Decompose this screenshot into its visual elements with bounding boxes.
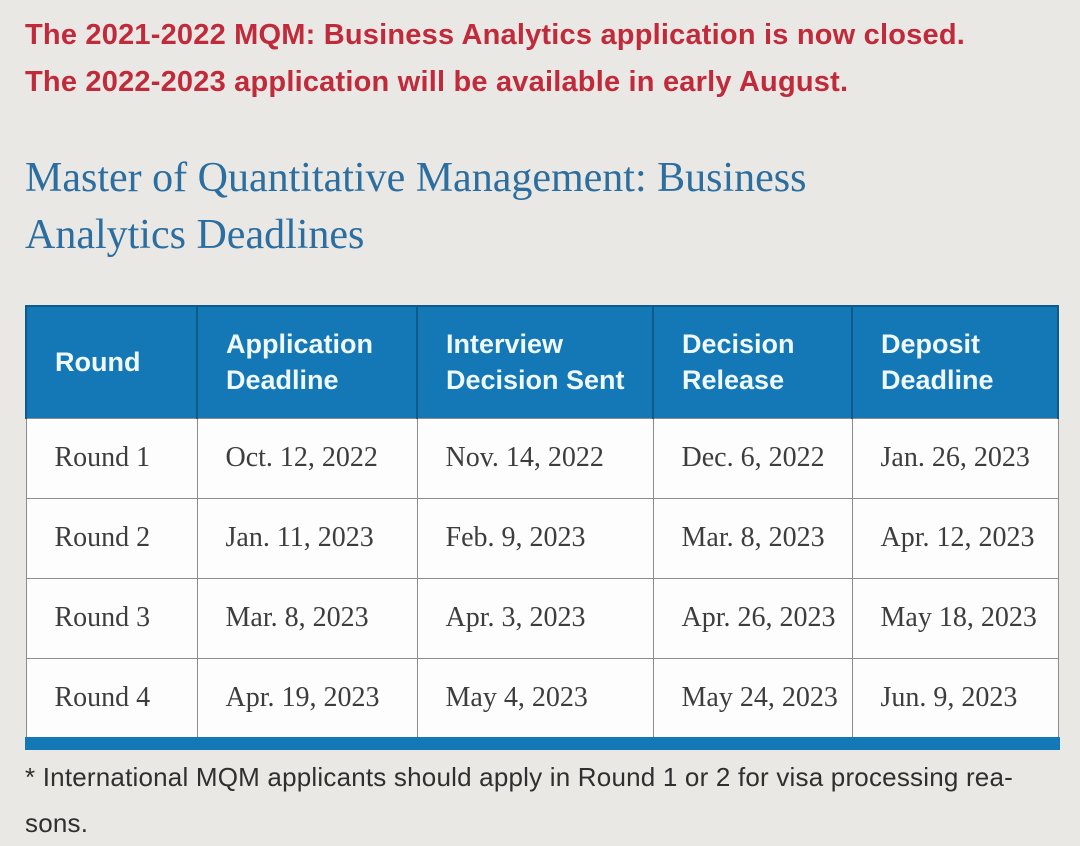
round-1-application-deadline: Oct. 12, 2022 [196,417,418,499]
column-header-interview-decision-sent: Interview Decision Sent [416,305,654,418]
round-2-decision-release: Mar. 8, 2023 [652,497,853,579]
round-2-interview-decision-sent: Feb. 9, 2023 [416,497,654,579]
round-2-deposit-deadline: Apr. 12, 2023 [851,497,1059,579]
round-2-application-deadline: Jan. 11, 2023 [196,497,418,579]
column-header-round: Round [25,305,198,418]
round-1-decision-release: Dec. 6, 2022 [652,417,853,499]
table-bottom-accent-bar [25,737,1060,750]
table-row-round-3: Round 3 Mar. 8, 2023 Apr. 3, 2023 Apr. 2… [25,577,1059,659]
page-title-line-1: Master of Quantitative Management: Busin… [25,155,807,201]
round-4-application-deadline: Apr. 19, 2023 [196,657,418,739]
column-header-decision-release: Decision Release [652,305,853,418]
round-3-interview-decision-sent: Apr. 3, 2023 [416,577,654,659]
banner-line-1: The 2021-2022 MQM: Business Analytics ap… [25,19,966,51]
visa-footnote: * International MQM applicants should ap… [25,754,1075,846]
table-row-round-1: Round 1 Oct. 12, 2022 Nov. 14, 2022 Dec.… [25,417,1059,499]
table-row-round-2: Round 2 Jan. 11, 2023 Feb. 9, 2023 Mar. … [25,497,1059,579]
round-3-label: Round 3 [25,577,198,659]
deadlines-table: Round Application Deadline Interview Dec… [25,305,1059,739]
round-4-label: Round 4 [25,657,198,739]
round-2-label: Round 2 [25,497,198,579]
round-4-interview-decision-sent: May 4, 2023 [416,657,654,739]
page-title-line-2: Analytics Deadlines [25,212,365,258]
round-4-decision-release: May 24, 2023 [652,657,853,739]
round-3-application-deadline: Mar. 8, 2023 [196,577,418,659]
round-3-decision-release: Apr. 26, 2023 [652,577,853,659]
table-header-row: Round Application Deadline Interview Dec… [25,305,1059,418]
round-1-interview-decision-sent: Nov. 14, 2022 [416,417,654,499]
column-header-deposit-deadline: Deposit Deadline [851,305,1059,418]
page-title: Master of Quantitative Management: Busin… [25,150,1025,264]
round-4-deposit-deadline: Jun. 9, 2023 [851,657,1059,739]
round-1-label: Round 1 [25,417,198,499]
round-3-deposit-deadline: May 18, 2023 [851,577,1059,659]
visa-footnote-line-2: sons. [25,808,89,838]
round-1-deposit-deadline: Jan. 26, 2023 [851,417,1059,499]
visa-footnote-line-1: * International MQM applicants should ap… [25,762,1013,792]
banner-line-2: The 2022-2023 application will be availa… [25,66,849,98]
table-row-round-4: Round 4 Apr. 19, 2023 May 4, 2023 May 24… [25,657,1059,739]
closure-banner: The 2021-2022 MQM: Business Analytics ap… [25,12,1065,106]
column-header-application-deadline: Application Deadline [196,305,418,418]
